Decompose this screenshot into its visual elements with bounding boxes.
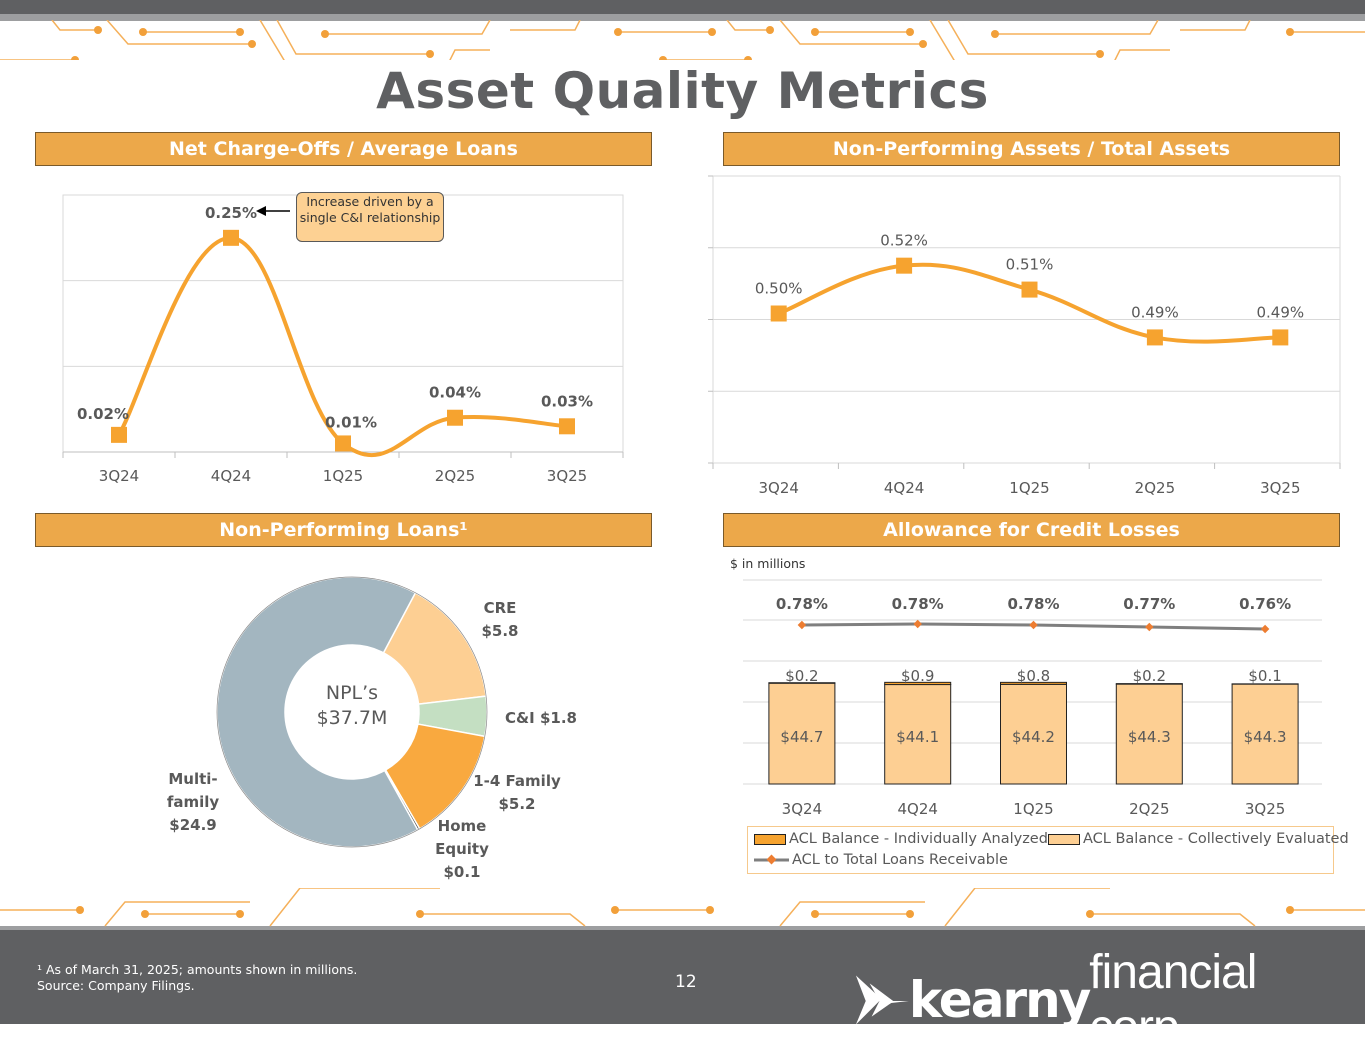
data-point [1147, 329, 1163, 345]
ratio-label: 0.78% [776, 595, 828, 613]
bar-label: $0.8 [1017, 667, 1050, 685]
data-label: 0.50% [755, 280, 803, 298]
ratio-marker [1029, 621, 1037, 629]
x-tick-label: 4Q24 [897, 800, 937, 818]
legend-swatch [1048, 834, 1080, 845]
npa-line [779, 265, 1281, 342]
ratio-label: 0.78% [892, 595, 944, 613]
x-tick-label: 3Q25 [1245, 800, 1285, 818]
x-tick-label: 3Q25 [547, 467, 587, 485]
bar-label: $44.3 [1244, 728, 1287, 746]
bar-label: $0.2 [1133, 667, 1166, 685]
slice-label: C&I $1.8 [505, 709, 577, 727]
logo-text-financial: financial corp. [1089, 945, 1365, 1055]
data-label: 0.03% [541, 392, 593, 410]
bar-label: $44.1 [896, 728, 939, 746]
logo-text-kearny: kearny [909, 971, 1089, 1029]
ratio-marker [798, 621, 806, 629]
slice-label: Home [438, 817, 487, 835]
slice-label: $5.2 [498, 795, 535, 813]
ratio-label: 0.78% [1007, 595, 1059, 613]
legend-swatch [754, 834, 786, 845]
bar-label: $0.1 [1248, 667, 1281, 685]
center-label: NPL’s [326, 682, 378, 704]
ratio-label: 0.77% [1123, 595, 1175, 613]
ratio-marker [1145, 623, 1153, 631]
data-label: 0.49% [1131, 303, 1179, 321]
data-point [447, 410, 463, 426]
center-value: $37.7M [317, 707, 388, 729]
source-note: Source: Company Filings. [37, 978, 357, 994]
callout-annotation: Increase driven by a single C&I relation… [296, 192, 444, 242]
slice-label: Multi- [168, 770, 217, 788]
data-label: 0.01% [325, 413, 377, 431]
footnote: ¹ As of March 31, 2025; amounts shown in… [37, 962, 357, 994]
data-point [223, 230, 239, 246]
x-tick-label: 3Q25 [1260, 479, 1300, 497]
circuit-decoration-bottom [0, 888, 1365, 928]
x-tick-label: 2Q25 [1129, 800, 1169, 818]
data-label: 0.52% [880, 232, 928, 250]
charts-canvas: 0.02% 3Q24 0.25% 4Q24 0.01% 1Q25 0.04% 2Q25 0.03… [0, 0, 1365, 930]
slice-label: 1-4 Family [473, 772, 561, 790]
data-point [111, 427, 127, 443]
bar-label: $44.7 [780, 728, 823, 746]
legend-line-marker [754, 854, 789, 866]
slice-label: $0.1 [443, 863, 480, 881]
bar-label: $0.2 [785, 667, 818, 685]
slice-label: $24.9 [169, 816, 216, 834]
legend-label: ACL to Total Loans Receivable [792, 852, 1008, 868]
x-tick-label: 2Q25 [435, 467, 475, 485]
bar-label: $44.3 [1128, 728, 1171, 746]
callout-arrowhead [256, 206, 266, 216]
footnote-line: ¹ As of March 31, 2025; amounts shown in… [37, 962, 357, 978]
slice-label: family [167, 793, 220, 811]
legend-label: ACL Balance - Collectively Evaluated [1083, 831, 1349, 847]
ratio-label: 0.76% [1239, 595, 1291, 613]
data-label: 0.51% [1006, 256, 1054, 274]
acl-legend: ACL Balance - Individually Analyzed ACL … [747, 826, 1334, 874]
x-tick-label: 3Q24 [758, 479, 798, 497]
ratio-marker [1261, 625, 1269, 633]
x-tick-label: 4Q24 [884, 479, 924, 497]
data-label: 0.49% [1256, 303, 1304, 321]
page-number: 12 [675, 972, 697, 992]
data-point [771, 306, 787, 322]
legend-item-collectively-evaluated: ACL Balance - Collectively Evaluated [1048, 831, 1349, 847]
data-label: 0.02% [77, 405, 129, 423]
data-point [896, 258, 912, 274]
x-tick-label: 2Q25 [1135, 479, 1175, 497]
data-point [559, 418, 575, 434]
slice-label: CRE [484, 599, 517, 617]
data-point [1022, 282, 1038, 298]
x-tick-label: 1Q25 [1013, 800, 1053, 818]
slice-label: $5.8 [481, 622, 518, 640]
x-tick-label: 3Q24 [99, 467, 139, 485]
legend-label: ACL Balance - Individually Analyzed [789, 831, 1048, 847]
x-tick-label: 3Q24 [782, 800, 822, 818]
data-point [335, 435, 351, 451]
legend-item-individually-analyzed: ACL Balance - Individually Analyzed [754, 831, 1048, 847]
x-tick-label: 1Q25 [323, 467, 363, 485]
data-point [1272, 329, 1288, 345]
logo-mark-icon [852, 973, 909, 1028]
data-label: 0.25% [205, 204, 257, 222]
data-label: 0.04% [429, 384, 481, 402]
x-tick-label: 4Q24 [211, 467, 251, 485]
x-tick-label: 1Q25 [1009, 479, 1049, 497]
legend-item-acl-ratio: ACL to Total Loans Receivable [754, 852, 1008, 868]
bar-label: $44.2 [1012, 728, 1055, 746]
ratio-marker [913, 620, 921, 628]
slice-label: Equity [435, 840, 489, 858]
bar-label: $0.9 [901, 667, 934, 685]
units-label: $ in millions [730, 556, 805, 571]
